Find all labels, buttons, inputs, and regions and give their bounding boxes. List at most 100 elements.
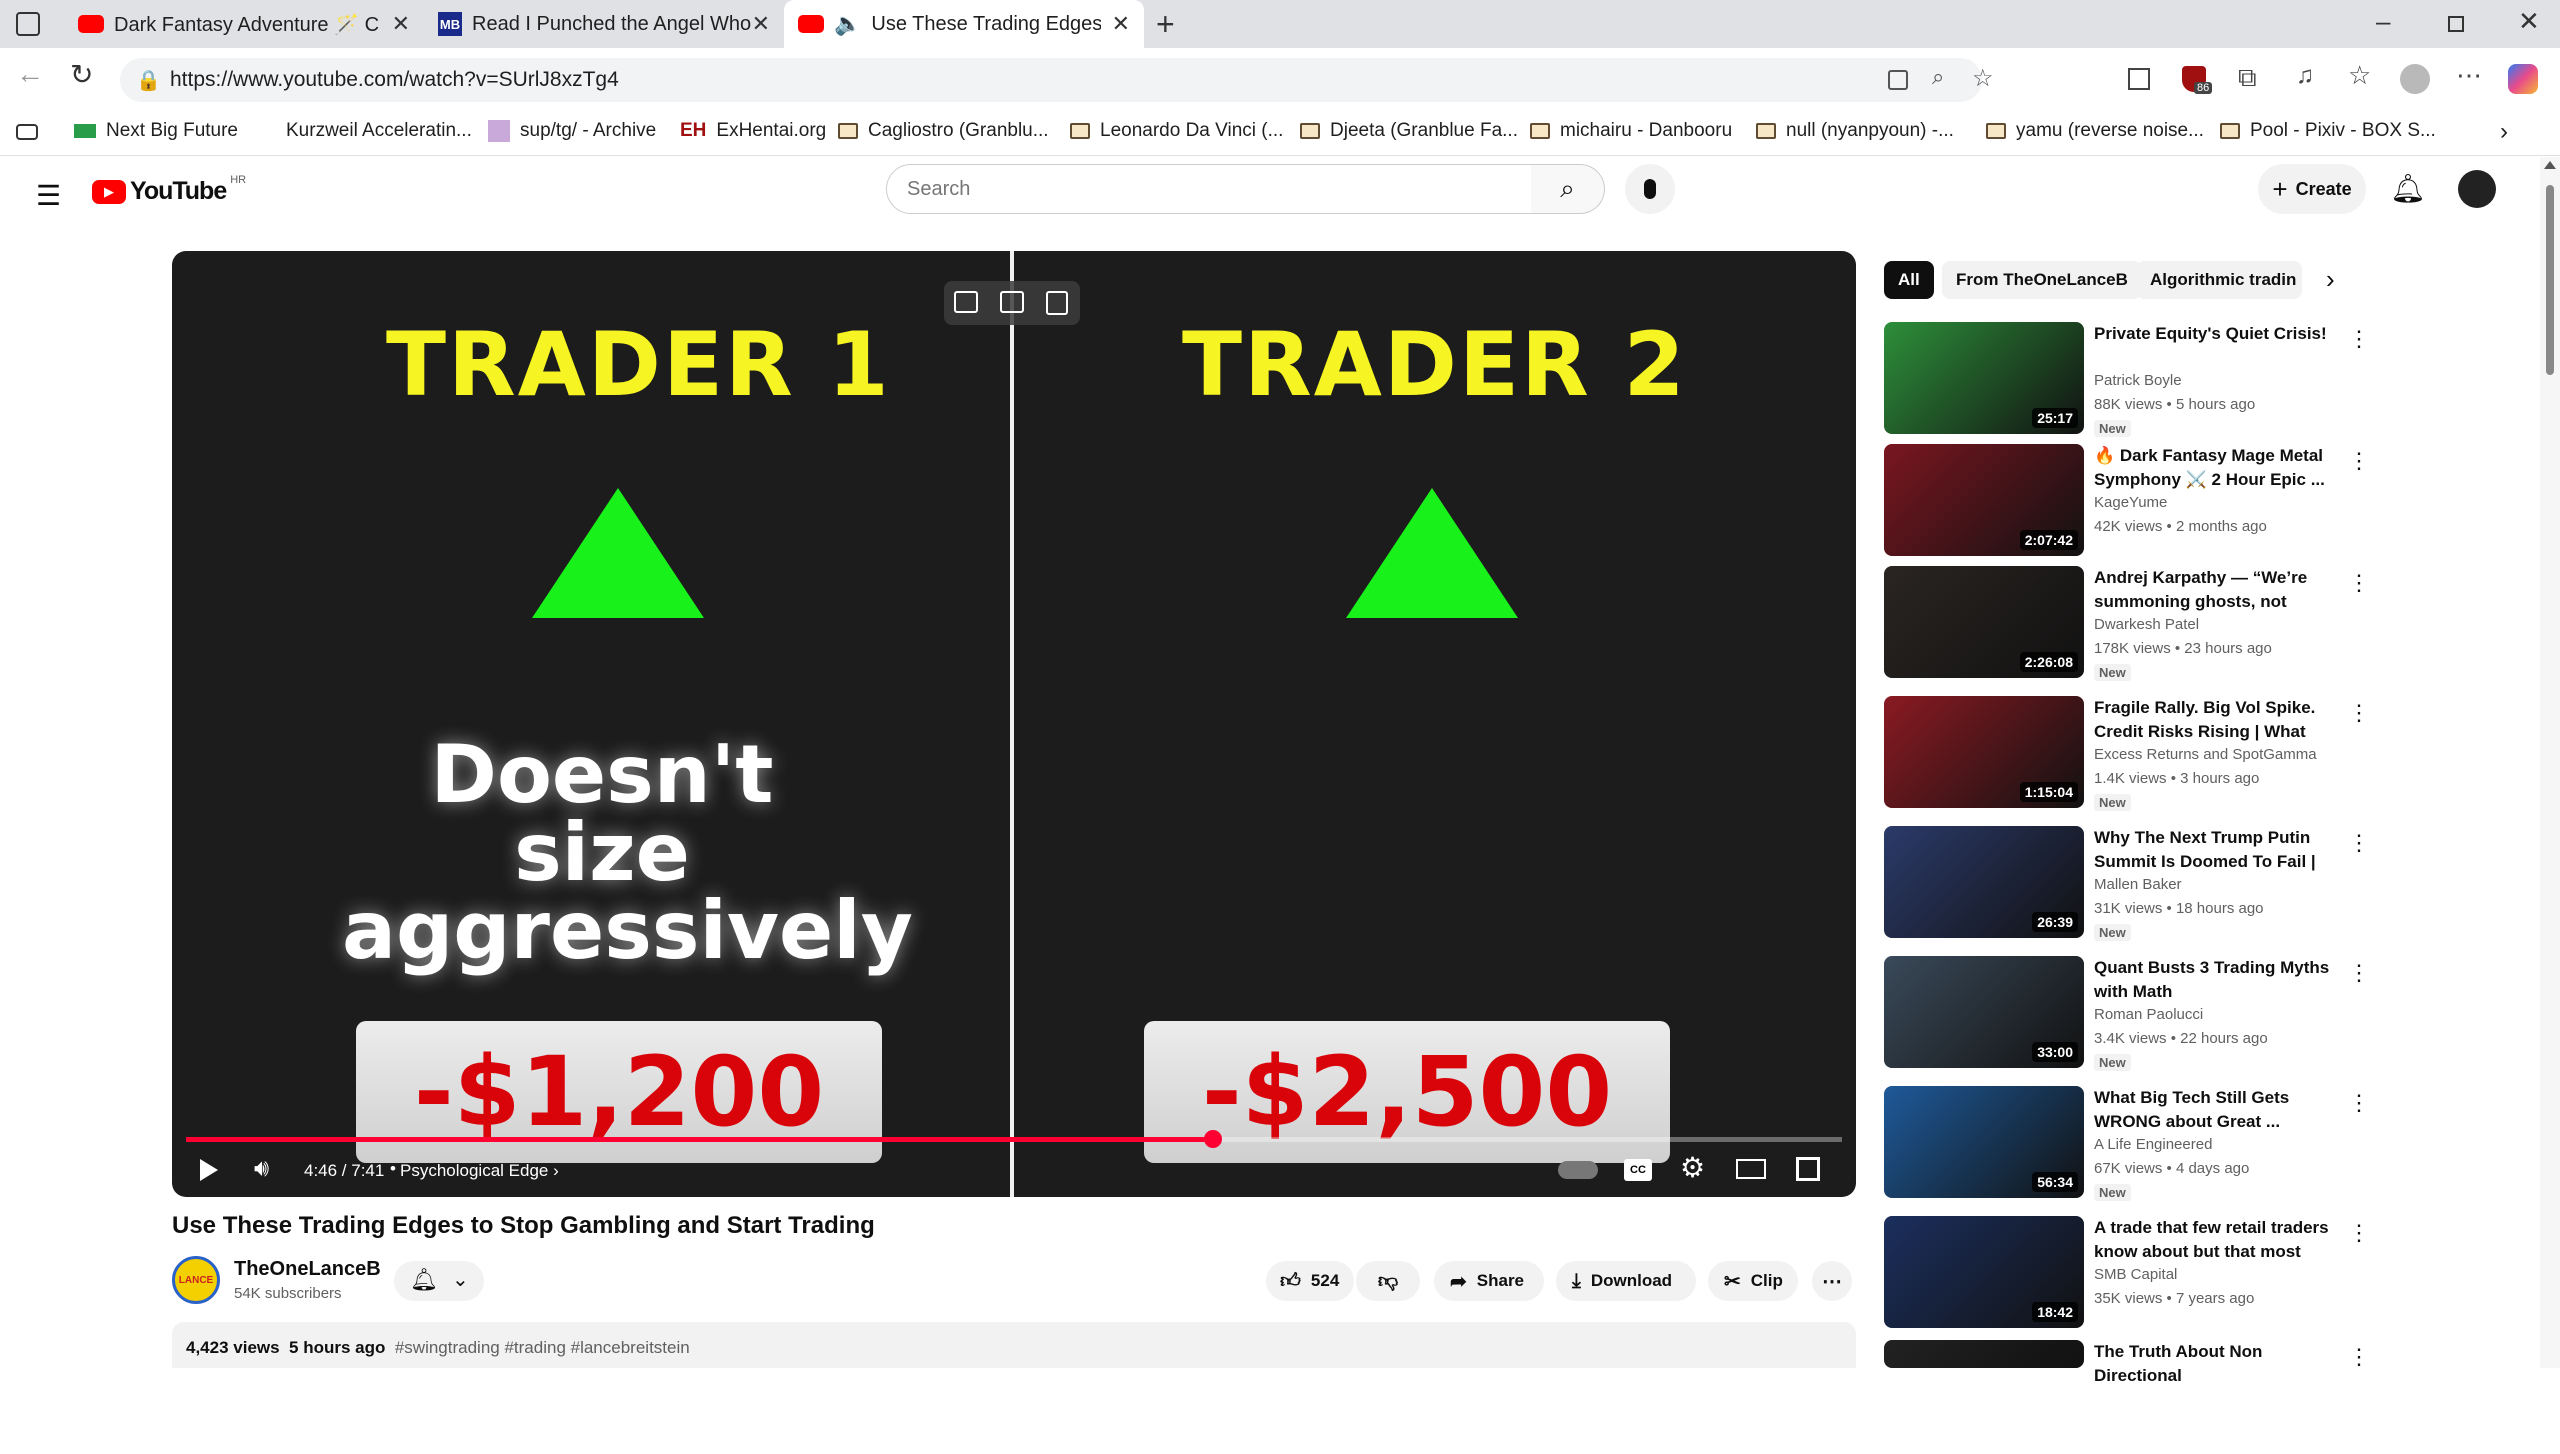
- like-button[interactable]: 👍︎ 524: [1266, 1261, 1354, 1301]
- more-vertical-icon[interactable]: ⋮: [2348, 1220, 2370, 1245]
- restore-icon[interactable]: [2448, 16, 2464, 32]
- theater-mode-icon[interactable]: [1736, 1159, 1766, 1179]
- url-field[interactable]: 🔒 https://www.youtube.com/watch?v=SUrlJ8…: [120, 58, 1994, 102]
- zoom-icon[interactable]: ⌕: [1932, 64, 1945, 89]
- download-button[interactable]: ⤓ Download: [1556, 1261, 1696, 1301]
- chip-all[interactable]: All: [1884, 261, 1934, 299]
- tab-trading-edges[interactable]: 🔈 Use These Trading Edges to ✕: [784, 0, 1144, 48]
- extensions-icon[interactable]: ⧉: [2238, 62, 2257, 92]
- video-thumbnail[interactable]: 56:34: [1884, 1086, 2084, 1198]
- video-thumbnail[interactable]: 1:15:04: [1884, 696, 2084, 808]
- share-button[interactable]: ➦ Share: [1434, 1261, 1544, 1301]
- scroll-up-arrow[interactable]: [2544, 161, 2556, 169]
- favorite-star-icon[interactable]: ☆: [1972, 65, 1994, 92]
- play-icon[interactable]: [200, 1159, 218, 1181]
- voice-search-button[interactable]: [1625, 164, 1675, 214]
- recommendation-item[interactable]: 26:39 Why The Next Trump Putin Summit Is …: [1884, 826, 2370, 941]
- close-tab-icon[interactable]: ✕: [751, 11, 770, 36]
- recommendation-item[interactable]: 25:17 Private Equity's Quiet Crisis! Patri…: [1884, 322, 2370, 437]
- recommendation-title[interactable]: The Truth About Non Directional: [2094, 1342, 2263, 1385]
- youtube-logo[interactable]: ▶ YouTube HR: [92, 174, 246, 206]
- notifications-bell-icon[interactable]: 🔔︎: [2390, 173, 2426, 204]
- recommendation-channel[interactable]: Mallen Baker: [2094, 876, 2182, 893]
- bookmark-tg-archive[interactable]: sup/tg/ - Archive: [488, 120, 656, 142]
- recommendation-item[interactable]: 33:00 Quant Busts 3 Trading Myths with Ma…: [1884, 956, 2370, 1071]
- recommendation-title[interactable]: A trade that few retail traders know abo…: [2094, 1218, 2329, 1261]
- recommendation-item[interactable]: 18:42 A trade that few retail traders kno…: [1884, 1216, 2370, 1330]
- recommendation-channel[interactable]: KageYume: [2094, 494, 2168, 511]
- create-button[interactable]: + Create: [2258, 164, 2366, 214]
- chapter-button[interactable]: Psychological Edge ›: [400, 1161, 559, 1180]
- channel-avatar[interactable]: LANCE: [172, 1256, 220, 1304]
- hamburger-menu-icon[interactable]: ☰: [36, 180, 62, 211]
- sparkle-clip-icon[interactable]: [1000, 291, 1024, 313]
- subscription-bell-button[interactable]: 🔔︎ ⌄: [394, 1261, 484, 1301]
- more-vertical-icon[interactable]: ⋮: [2348, 960, 2370, 985]
- dislike-button[interactable]: 👎︎: [1356, 1261, 1420, 1301]
- more-vertical-icon[interactable]: ⋮: [2348, 326, 2370, 351]
- volume-icon[interactable]: 🔊︎: [254, 1155, 270, 1182]
- autoplay-toggle[interactable]: [1558, 1161, 1598, 1179]
- scroll-thumb[interactable]: [2546, 185, 2554, 375]
- clip-button[interactable]: ✂ Clip: [1708, 1261, 1798, 1301]
- minimize-icon[interactable]: –: [2376, 6, 2391, 36]
- bookmark-exhentai[interactable]: EH ExHentai.org: [680, 120, 827, 141]
- recommendation-channel[interactable]: A Life Engineered: [2094, 1136, 2213, 1153]
- bookmark-michairu[interactable]: michairu - Danbooru: [1530, 120, 1732, 142]
- bookmark-pixiv-pool[interactable]: Pool - Pixiv - BOX S...: [2220, 120, 2436, 142]
- chip-from-channel[interactable]: From TheOneLanceB: [1942, 261, 2142, 299]
- notes-icon[interactable]: [1046, 291, 1068, 315]
- recommendation-title[interactable]: Fragile Rally. Big Vol Spike. Credit Ris…: [2094, 698, 2316, 741]
- recommendation-item[interactable]: 2:07:42 🔥 Dark Fantasy Mage Metal Symphon…: [1884, 444, 2370, 558]
- recommendation-channel[interactable]: Dwarkesh Patel: [2094, 616, 2200, 633]
- chevron-right-icon[interactable]: ›: [2500, 118, 2508, 145]
- site-info-icon[interactable]: 🔒: [136, 70, 161, 92]
- recommendation-item[interactable]: 2:26:08 Andrej Karpathy — “We’re summonin…: [1884, 566, 2370, 681]
- close-tab-icon[interactable]: ✕: [1111, 11, 1130, 36]
- recommendation-channel[interactable]: Roman Paolucci: [2094, 1006, 2204, 1023]
- recommendation-title[interactable]: Private Equity's Quiet Crisis!: [2094, 324, 2327, 343]
- video-thumbnail[interactable]: 2:26:08: [1884, 566, 2084, 678]
- speaker-icon[interactable]: 🔈: [834, 11, 862, 36]
- recommendation-channel[interactable]: Patrick Boyle: [2094, 372, 2182, 389]
- media-icon[interactable]: ♫: [2296, 62, 2314, 89]
- chevron-right-icon[interactable]: ›: [2326, 264, 2335, 294]
- more-actions-button[interactable]: ⋯: [1812, 1261, 1852, 1301]
- more-vertical-icon[interactable]: ⋮: [2348, 1090, 2370, 1115]
- collections-icon[interactable]: [16, 124, 38, 140]
- recommendation-title[interactable]: What Big Tech Still Gets WRONG about Gre…: [2094, 1088, 2290, 1131]
- recommendation-title[interactable]: Quant Busts 3 Trading Myths with Math: [2094, 958, 2330, 1001]
- more-vertical-icon[interactable]: ⋮: [2348, 570, 2370, 595]
- search-button[interactable]: ⌕: [1531, 164, 1605, 214]
- tab-actions-icon[interactable]: [16, 12, 40, 36]
- chip-algorithmic-trading[interactable]: Algorithmic tradin: [2136, 261, 2302, 299]
- page-scrollbar[interactable]: [2540, 157, 2560, 1368]
- video-thumbnail[interactable]: 25:17: [1884, 322, 2084, 434]
- video-thumbnail[interactable]: [1884, 1340, 2084, 1368]
- bookmark-yamu[interactable]: yamu (reverse noise...: [1986, 120, 2204, 142]
- recommendation-channel[interactable]: Excess Returns and SpotGamma: [2094, 746, 2317, 763]
- tab-read-manga[interactable]: MB Read I Punched the Angel Who W ✕: [438, 11, 770, 36]
- settings-gear-icon[interactable]: ⚙: [1680, 1152, 1706, 1183]
- channel-name[interactable]: TheOneLanceB: [234, 1258, 381, 1280]
- bookmark-null[interactable]: null (nyanpyoun) -...: [1756, 120, 1954, 142]
- more-vertical-icon[interactable]: ⋮: [2348, 448, 2370, 473]
- description-box[interactable]: 4,423 views 5 hours ago #swingtrading #t…: [172, 1322, 1856, 1368]
- recommendation-title[interactable]: 🔥 Dark Fantasy Mage Metal Symphony ⚔️ 2 …: [2094, 446, 2325, 489]
- video-thumbnail[interactable]: 33:00: [1884, 956, 2084, 1068]
- reload-icon[interactable]: ↻: [70, 59, 94, 90]
- more-vertical-icon[interactable]: ⋮: [2348, 830, 2370, 855]
- recommendation-item[interactable]: The Truth About Non Directional ⋮: [1884, 1340, 2370, 1454]
- bookmark-cagliostro[interactable]: Cagliostro (Granblu...: [838, 120, 1049, 142]
- hashtags[interactable]: #swingtrading #trading #lancebreitstein: [394, 1338, 690, 1357]
- video-thumbnail[interactable]: 2:07:42: [1884, 444, 2084, 556]
- captions-icon[interactable]: CC: [1624, 1159, 1652, 1181]
- more-vertical-icon[interactable]: ⋮: [2348, 1344, 2370, 1369]
- fullscreen-icon[interactable]: [1796, 1157, 1820, 1181]
- new-tab-icon[interactable]: +: [1156, 6, 1175, 42]
- recommendation-title[interactable]: Andrej Karpathy — “We’re summoning ghost…: [2094, 568, 2308, 611]
- miniplayer-icon[interactable]: [954, 291, 978, 313]
- back-icon[interactable]: ←: [16, 58, 44, 89]
- bookmark-next-big-future[interactable]: Next Big Future: [74, 120, 238, 142]
- tab-dark-fantasy[interactable]: Dark Fantasy Adventure 🪄 C ✕: [64, 0, 424, 48]
